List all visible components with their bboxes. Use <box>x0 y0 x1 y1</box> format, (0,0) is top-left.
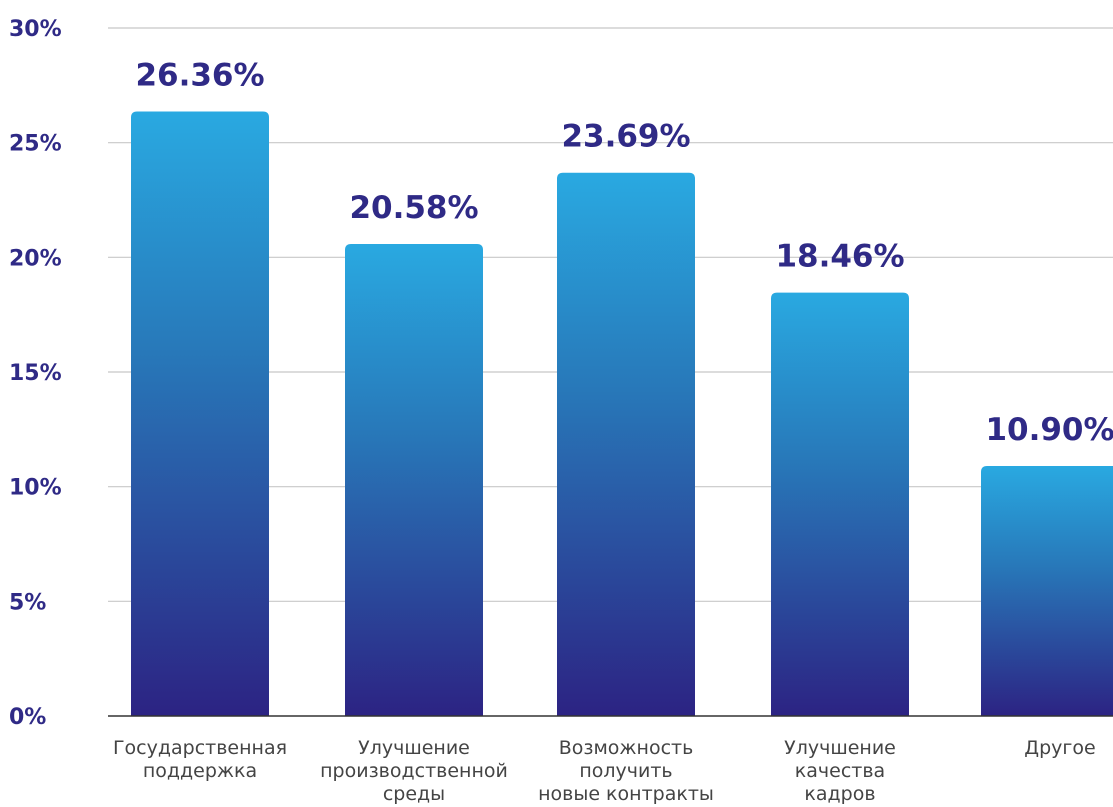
x-tick-label: новые контракты <box>538 783 714 805</box>
x-tick-label: Другое <box>1024 737 1095 759</box>
x-tick-label: Возможность <box>559 737 694 759</box>
data-label: 10.90% <box>985 412 1113 448</box>
y-tick-label: 15% <box>9 361 62 386</box>
y-tick-label: 20% <box>9 246 62 271</box>
x-tick-label: среды <box>383 783 445 805</box>
data-label: 18.46% <box>775 239 904 275</box>
bar <box>557 172 695 716</box>
y-axis-ticks: 0% 5% 10% 15% 20% 25% 30% <box>9 17 62 730</box>
y-tick-label: 5% <box>9 590 46 615</box>
y-tick-label: 10% <box>9 476 62 501</box>
x-tick-label: Улучшение <box>358 737 470 759</box>
data-label: 20.58% <box>349 190 478 226</box>
x-tick-label: производственной <box>320 760 508 782</box>
bar <box>131 111 269 716</box>
x-tick-label: кадров <box>804 783 875 805</box>
bars <box>131 111 1113 717</box>
x-tick-label: получить <box>579 760 672 782</box>
y-tick-label: 25% <box>9 132 62 157</box>
bar <box>345 244 483 717</box>
data-label: 23.69% <box>561 119 690 155</box>
bar <box>771 292 909 716</box>
x-tick-label: Государственная <box>113 737 287 759</box>
y-tick-label: 30% <box>9 17 62 42</box>
bar <box>981 466 1113 716</box>
y-tick-label: 0% <box>9 705 46 730</box>
x-tick-label: Улучшение <box>784 737 896 759</box>
x-axis-ticks: ГосударственнаяподдержкаУлучшениепроизво… <box>113 737 1096 805</box>
data-labels: 26.36% 20.58% 23.69% 18.46% 10.90% <box>135 57 1113 448</box>
data-label: 26.36% <box>135 57 264 93</box>
x-tick-label: качества <box>795 760 885 782</box>
x-tick-label: поддержка <box>143 760 257 782</box>
